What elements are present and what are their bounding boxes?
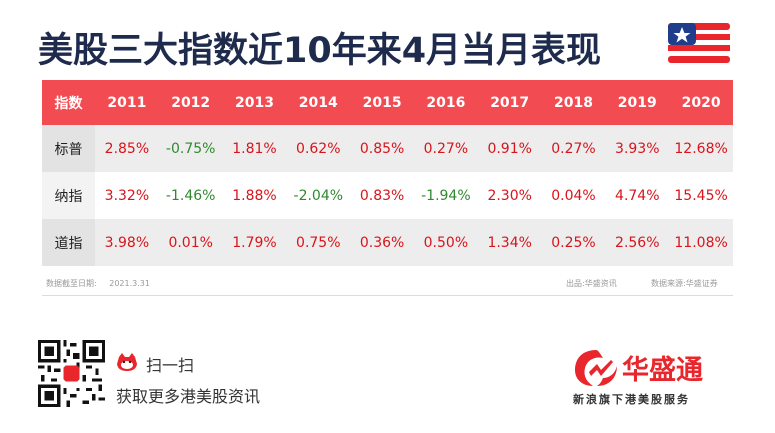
- page-title: 美股三大指数近10年来4月当月表现: [38, 31, 602, 71]
- us-flag-icon: [668, 23, 730, 63]
- table-row: 道指 3.98% 0.01% 1.79% 0.75% 0.36% 0.50% 1…: [42, 219, 733, 266]
- divider: [42, 295, 733, 296]
- year-header: 2015: [362, 94, 402, 111]
- data-cutoff-note: 数据截至日期: 2021.3.31: [46, 278, 150, 289]
- table-row: 纳指 3.32% -1.46% 1.88% -2.04% 0.83% -1.94…: [42, 172, 733, 219]
- value-cell: 0.62%: [296, 140, 341, 157]
- data-source: 数据来源:华盛证券: [651, 279, 718, 288]
- source-credit: 出品:华盛资讯: [566, 279, 617, 288]
- corner-header: 指数: [54, 95, 83, 112]
- year-header: 2013: [235, 94, 274, 111]
- value-cell: 0.91%: [487, 140, 532, 157]
- value-cell: 0.27%: [423, 140, 469, 157]
- value-cell: 0.25%: [551, 234, 596, 251]
- mascot-icon: [117, 353, 137, 371]
- value-cell: 1.88%: [232, 187, 277, 204]
- year-header: 2019: [617, 94, 657, 111]
- scan-label: 扫一扫: [146, 356, 195, 375]
- value-cell: 2.30%: [487, 187, 532, 204]
- performance-table: 指数 2011 2012 2013 2014 2015 2016 2017 20…: [42, 80, 733, 266]
- year-header: 2020: [681, 94, 721, 111]
- value-cell: -1.46%: [165, 187, 216, 204]
- value-cell: 1.81%: [232, 140, 277, 157]
- year-header: 2018: [553, 94, 593, 111]
- table-row: 标普 2.85% -0.75% 1.81% 0.62% 0.85% 0.27% …: [42, 125, 733, 172]
- cta-text: 获取更多港美股资讯: [116, 387, 261, 406]
- value-cell: 4.74%: [615, 187, 660, 204]
- value-cell: 12.68%: [674, 140, 728, 157]
- value-cell: 1.79%: [232, 234, 277, 251]
- value-cell: 0.01%: [168, 234, 213, 251]
- qr-code: [38, 340, 105, 407]
- row-label: 道指: [42, 219, 95, 266]
- value-cell: 0.85%: [359, 140, 405, 157]
- value-cell: 2.85%: [104, 140, 150, 157]
- huasheng-logo-icon: [575, 350, 617, 386]
- value-cell: 0.27%: [551, 140, 596, 157]
- value-cell: 3.98%: [104, 234, 150, 251]
- year-header: 2014: [298, 94, 338, 111]
- value-cell: 3.93%: [615, 140, 660, 157]
- year-header: 2012: [171, 94, 211, 111]
- brand-name: 华盛通: [622, 355, 703, 386]
- value-cell: 1.34%: [487, 234, 532, 251]
- value-cell: 0.04%: [551, 187, 596, 204]
- value-cell: 2.56%: [615, 234, 660, 251]
- brand-slogan: 新浪旗下港美股服务: [573, 393, 690, 406]
- value-cell: 0.83%: [359, 187, 405, 204]
- value-cell: 0.50%: [423, 234, 469, 251]
- row-label: 标普: [42, 125, 95, 172]
- year-header: 2011: [107, 94, 147, 111]
- year-header: 2016: [426, 94, 466, 111]
- year-header: 2017: [490, 94, 530, 111]
- value-cell: 0.75%: [296, 234, 341, 251]
- value-cell: 0.36%: [359, 234, 405, 251]
- value-cell: -0.75%: [165, 140, 216, 157]
- cutoff-label: 数据截至日期:: [46, 279, 97, 288]
- cutoff-date: 2021.3.31: [109, 279, 150, 288]
- table-header-row: 指数 2011 2012 2013 2014 2015 2016 2017 20…: [42, 80, 733, 125]
- row-label: 纳指: [42, 172, 95, 219]
- value-cell: 3.32%: [104, 187, 150, 204]
- value-cell: 15.45%: [674, 187, 728, 204]
- value-cell: 11.08%: [674, 234, 728, 251]
- value-cell: -1.94%: [421, 187, 471, 204]
- value-cell: -2.04%: [293, 187, 344, 204]
